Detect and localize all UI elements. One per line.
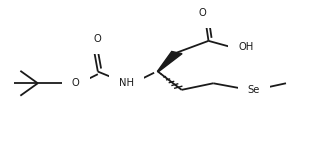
Polygon shape xyxy=(157,51,182,72)
Text: OH: OH xyxy=(238,42,254,52)
Text: O: O xyxy=(72,78,79,88)
Text: Se: Se xyxy=(248,85,260,95)
Text: NH: NH xyxy=(119,78,134,88)
Text: O: O xyxy=(93,34,101,44)
Text: O: O xyxy=(198,8,206,18)
